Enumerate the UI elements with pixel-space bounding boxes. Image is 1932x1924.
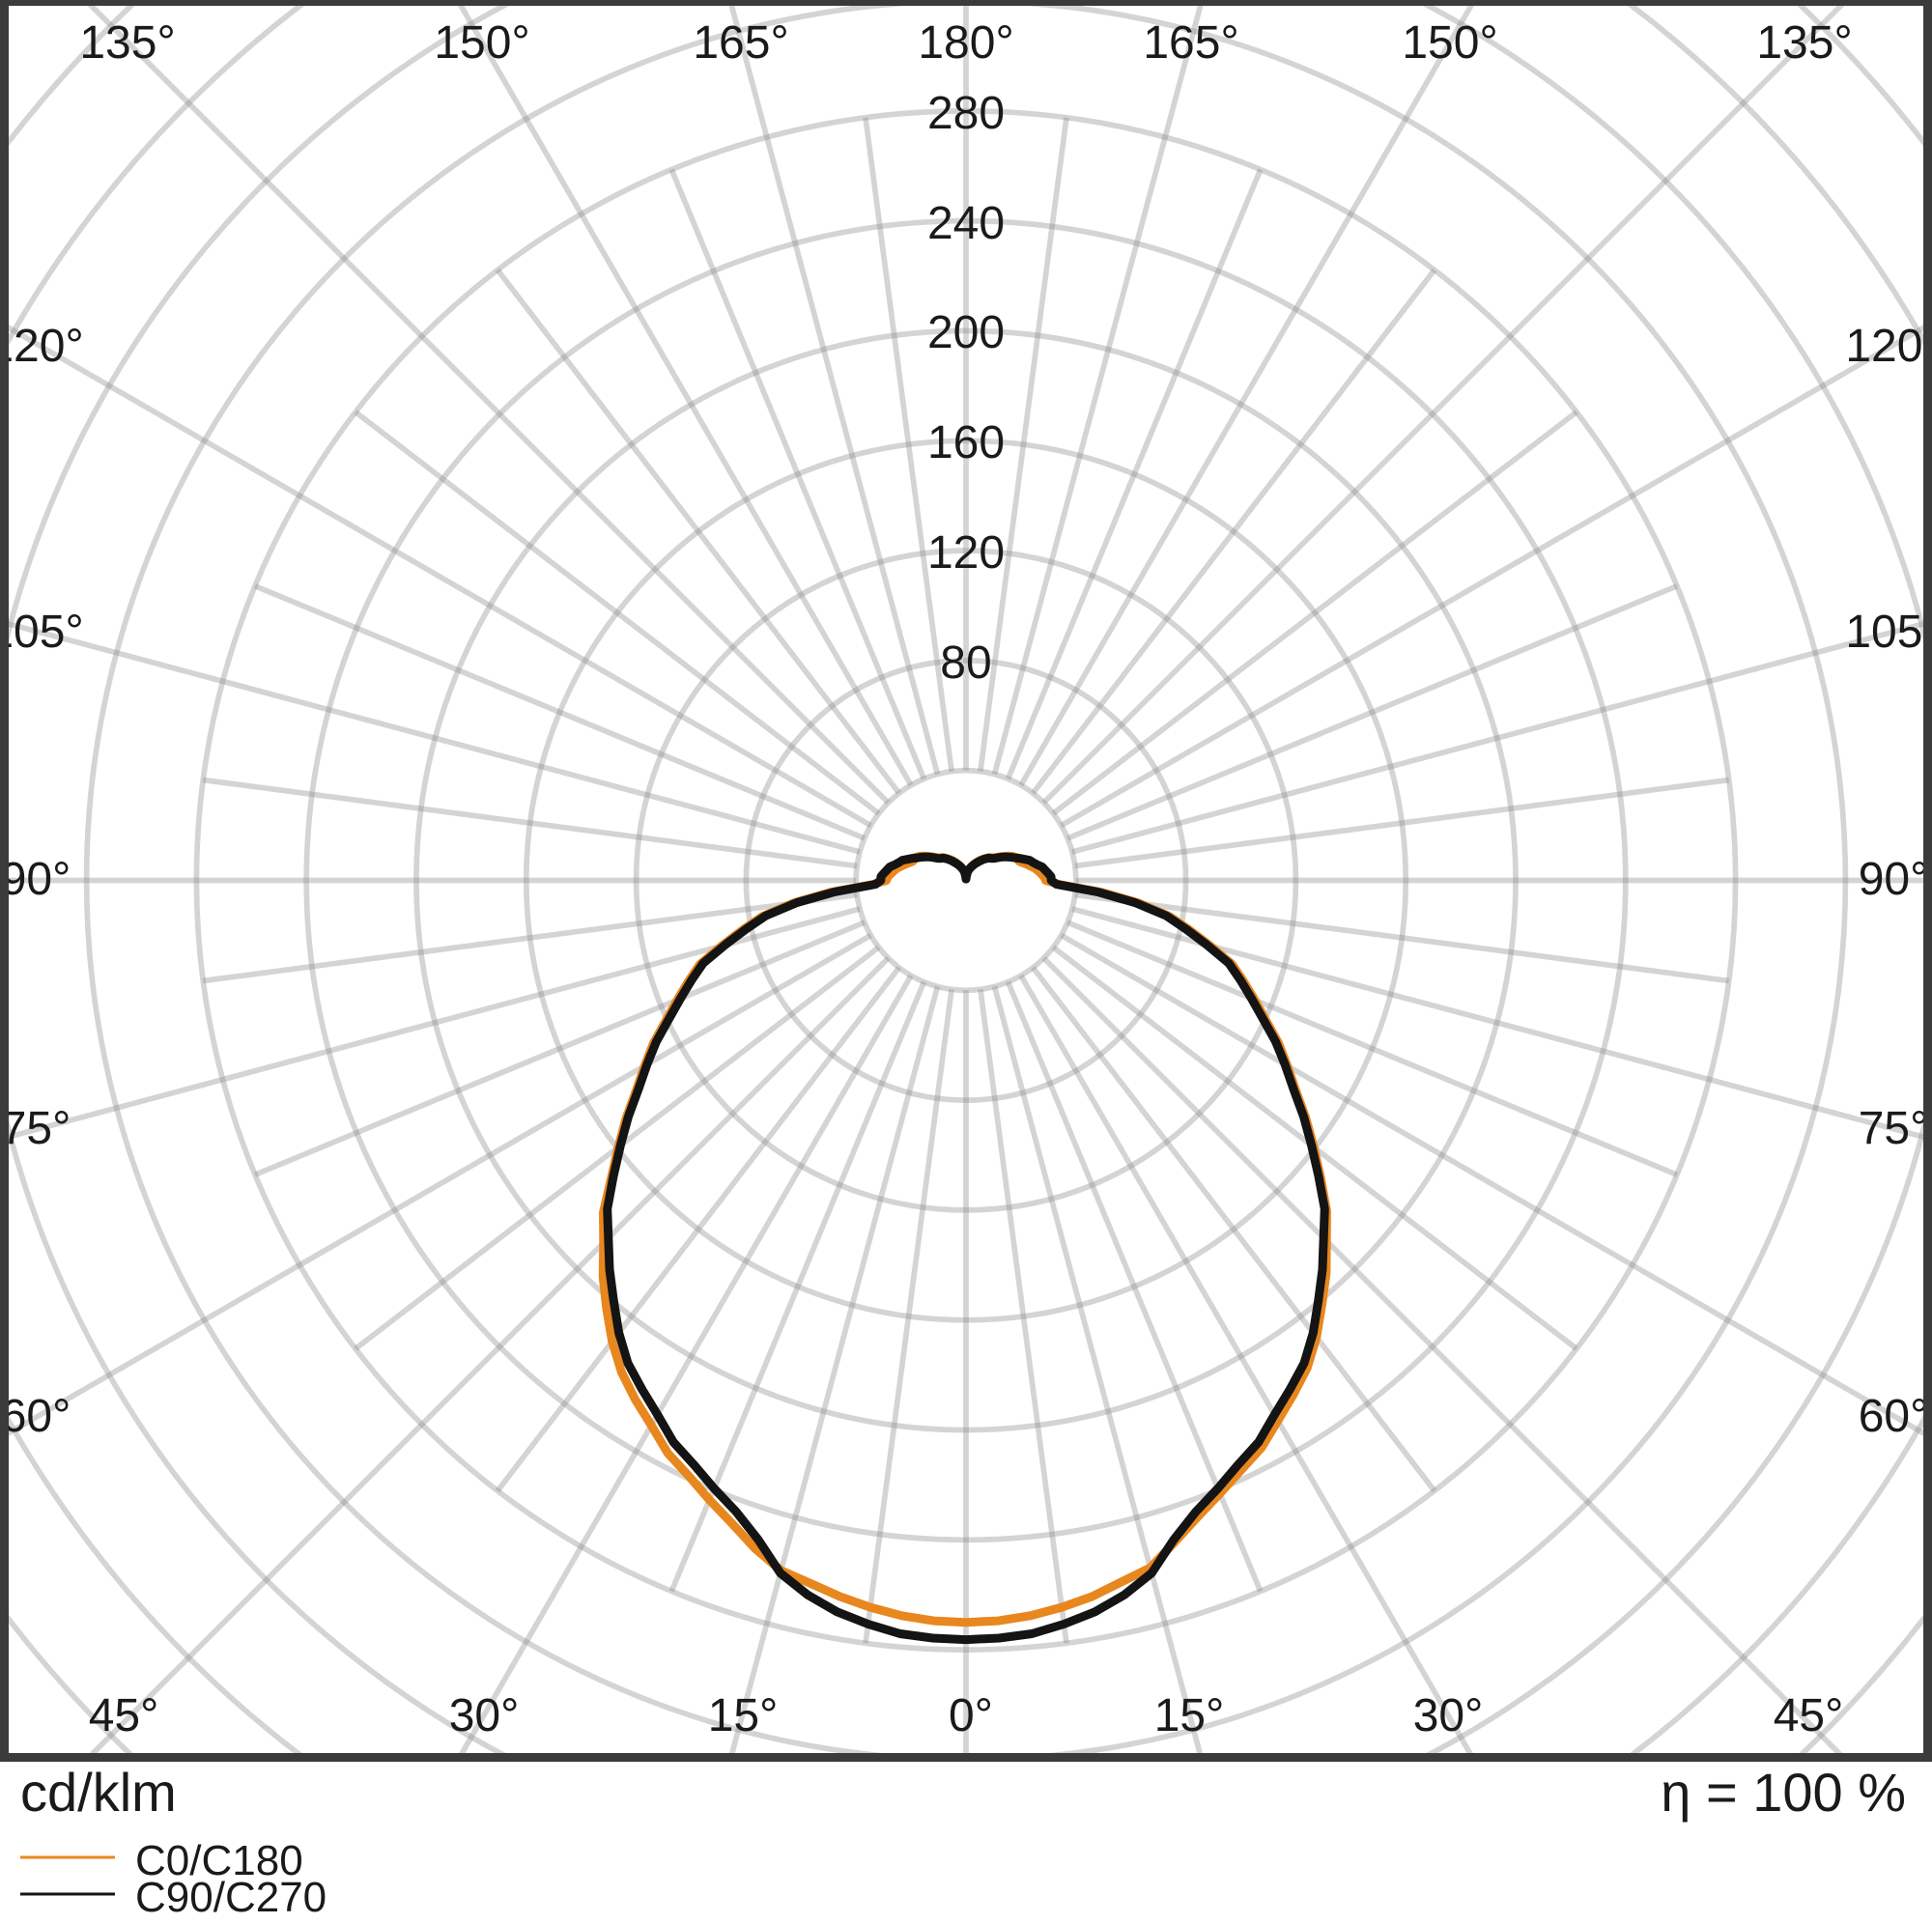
- svg-text:150°: 150°: [1402, 17, 1497, 69]
- svg-text:90°: 90°: [1, 854, 71, 905]
- svg-text:60°: 60°: [1, 1391, 71, 1442]
- svg-text:η = 100 %: η = 100 %: [1661, 1762, 1906, 1823]
- svg-text:120°: 120°: [1845, 321, 1932, 372]
- svg-text:75°: 75°: [1, 1103, 71, 1154]
- svg-text:15°: 15°: [1154, 1690, 1225, 1741]
- svg-text:cd/klm: cd/klm: [20, 1762, 177, 1823]
- svg-text:C0/C180: C0/C180: [135, 1837, 303, 1884]
- svg-text:120°: 120°: [0, 321, 84, 372]
- svg-text:75°: 75°: [1859, 1103, 1929, 1154]
- svg-text:0°: 0°: [949, 1690, 993, 1741]
- svg-text:135°: 135°: [1756, 17, 1852, 69]
- svg-text:60°: 60°: [1859, 1391, 1929, 1442]
- svg-text:45°: 45°: [89, 1690, 159, 1741]
- svg-text:165°: 165°: [693, 17, 788, 69]
- svg-text:105°: 105°: [1845, 607, 1932, 658]
- svg-text:30°: 30°: [1413, 1690, 1484, 1741]
- svg-text:C90/C270: C90/C270: [135, 1874, 327, 1921]
- svg-text:45°: 45°: [1774, 1690, 1844, 1741]
- svg-text:30°: 30°: [449, 1690, 520, 1741]
- svg-text:240: 240: [927, 198, 1005, 249]
- svg-text:90°: 90°: [1859, 854, 1929, 905]
- svg-text:165°: 165°: [1143, 17, 1238, 69]
- svg-text:180°: 180°: [918, 17, 1013, 69]
- svg-text:280: 280: [927, 88, 1005, 139]
- svg-text:120: 120: [927, 527, 1005, 579]
- svg-text:135°: 135°: [79, 17, 175, 69]
- svg-text:105°: 105°: [0, 607, 84, 658]
- svg-text:15°: 15°: [708, 1690, 779, 1741]
- svg-text:80: 80: [940, 637, 991, 689]
- svg-text:200: 200: [927, 307, 1005, 358]
- svg-text:150°: 150°: [434, 17, 529, 69]
- svg-text:160: 160: [927, 417, 1005, 468]
